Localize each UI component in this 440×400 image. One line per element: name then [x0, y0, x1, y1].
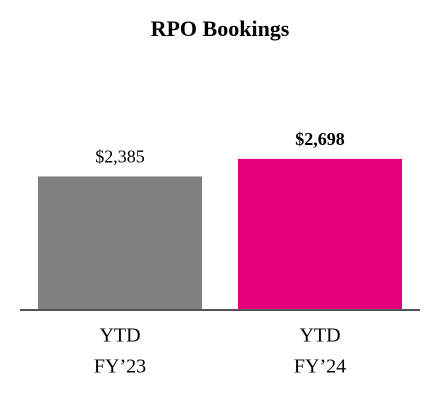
x-tick-label: YTD	[299, 325, 340, 347]
bar	[38, 176, 202, 310]
x-tick-label: FY’24	[294, 356, 346, 378]
bar	[238, 158, 402, 310]
value-label: $2,385	[95, 147, 145, 167]
x-tick-label: FY’23	[94, 356, 146, 378]
value-label: $2,698	[295, 129, 345, 149]
chart-title: RPO Bookings	[151, 16, 290, 41]
x-tick-label: YTD	[99, 325, 140, 347]
